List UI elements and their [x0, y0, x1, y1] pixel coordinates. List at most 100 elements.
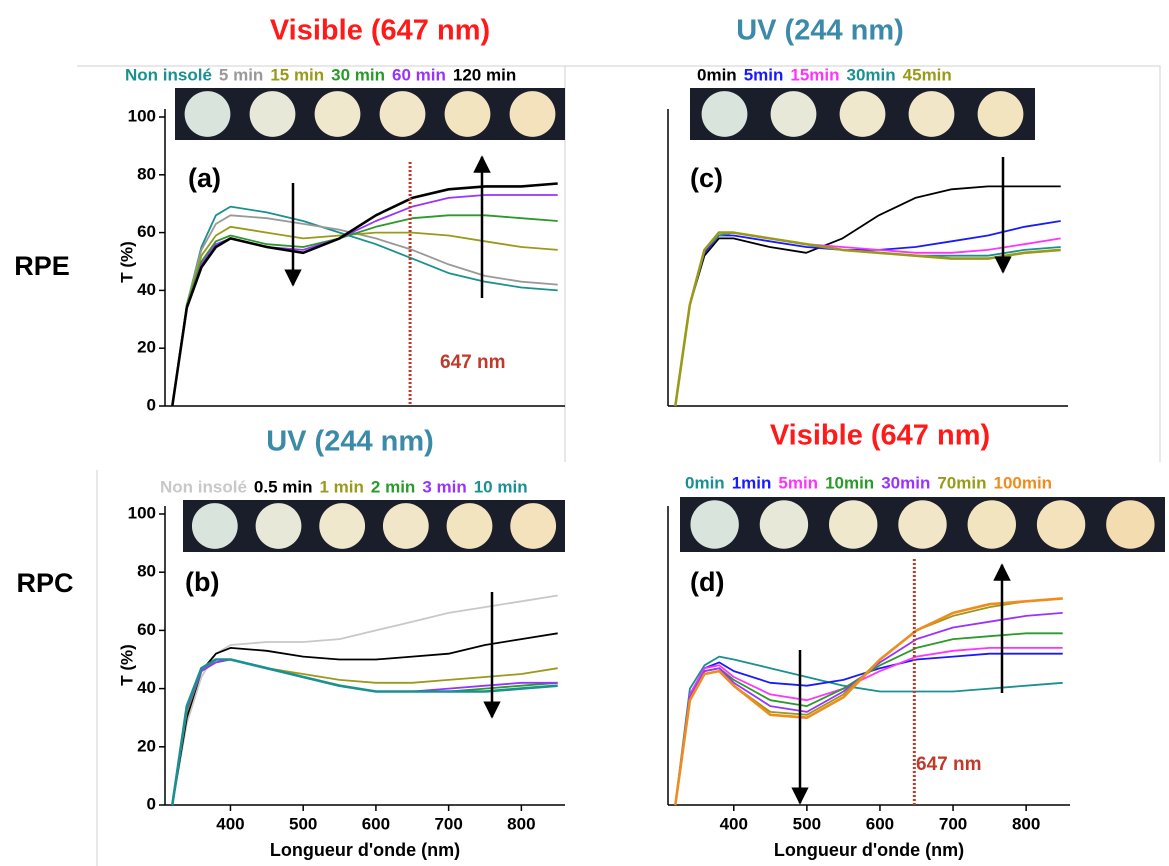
sample-well — [1036, 500, 1086, 549]
sample-well — [191, 503, 238, 549]
legend-label: 1min — [732, 473, 772, 492]
legend-label: 10min — [825, 473, 874, 492]
x-tick-label: 500 — [793, 814, 821, 833]
sample-well — [249, 91, 296, 137]
series-line — [674, 612, 1063, 806]
y-tick-label: 0 — [147, 794, 156, 813]
legend-label: 30 min — [331, 65, 385, 84]
y-tick-label: 40 — [137, 678, 156, 697]
panel-label: (d) — [690, 567, 724, 597]
chart-title: Visible (647 nm) — [270, 15, 490, 47]
sample-well — [509, 91, 556, 137]
sample-well — [759, 500, 809, 549]
sample-well — [977, 91, 1024, 137]
legend-label: 0.5 min — [254, 477, 313, 496]
x-tick-label: 700 — [434, 814, 462, 833]
legend-label: 30min — [881, 473, 930, 492]
y-tick-label: 60 — [137, 620, 156, 639]
legend-label: Non insolé — [160, 477, 247, 496]
y-tick-label: 20 — [137, 338, 156, 357]
sample-well — [770, 91, 817, 137]
y-tick-label: 20 — [137, 736, 156, 755]
marker-label: 647 nm — [440, 352, 505, 373]
x-tick-label: 600 — [866, 814, 894, 833]
x-tick-label: 800 — [1012, 814, 1040, 833]
sample-well — [690, 500, 739, 549]
series-line — [171, 182, 558, 407]
x-tick-label: 800 — [507, 814, 535, 833]
legend-label: 5min — [744, 65, 784, 84]
sample-well — [184, 91, 231, 137]
x-tick-label: 400 — [720, 814, 748, 833]
sample-well — [510, 503, 557, 549]
legend-label: 1 min — [320, 477, 364, 496]
legend-label: 0min — [685, 473, 725, 492]
sample-well — [908, 91, 955, 137]
panel-label: (c) — [690, 163, 723, 193]
marker-label: 647 nm — [916, 754, 981, 775]
sample-well — [446, 503, 493, 549]
series-line — [171, 214, 558, 407]
image-strip — [175, 88, 565, 140]
chart-title: Visible (647 nm) — [770, 420, 990, 452]
legend-label: 2 min — [371, 477, 415, 496]
x-tick-label: 700 — [939, 814, 967, 833]
series-line — [674, 597, 1063, 806]
chart-title: UV (244 nm) — [266, 426, 434, 458]
legend-label: 120 min — [453, 65, 516, 84]
legend-label: 10 min — [474, 477, 528, 496]
image-strip — [183, 500, 565, 552]
y-axis-label: T (%) — [117, 644, 136, 686]
y-tick-label: 80 — [137, 562, 156, 581]
y-tick-label: 40 — [137, 280, 156, 299]
series-line — [674, 655, 1063, 806]
series-line — [171, 225, 558, 407]
series-line — [674, 647, 1063, 806]
legend-label: 5 min — [219, 65, 263, 84]
chart-title: UV (244 nm) — [736, 15, 904, 47]
sample-well — [829, 500, 878, 549]
series-line — [674, 231, 1061, 407]
y-tick-label: 0 — [147, 395, 156, 414]
series-line — [674, 220, 1061, 407]
legend-label: 5min — [778, 473, 818, 492]
legend-label: 15 min — [270, 65, 324, 84]
legend-label: 45min — [903, 65, 952, 84]
sample-well — [701, 91, 748, 137]
legend-label: 3 min — [422, 477, 466, 496]
x-tick-label: 600 — [362, 814, 390, 833]
row-label: RPE — [14, 251, 70, 281]
sample-well — [314, 91, 361, 137]
y-tick-label: 100 — [128, 106, 156, 125]
panel-label: (a) — [188, 163, 221, 193]
legend-label: 30min — [847, 65, 896, 84]
y-tick-label: 80 — [137, 164, 156, 183]
sample-well — [382, 503, 429, 549]
x-axis-label: Longueur d'onde (nm) — [774, 840, 964, 860]
y-tick-label: 60 — [137, 222, 156, 241]
series-line — [171, 194, 558, 407]
legend-label: 60 min — [392, 65, 446, 84]
legend-label: Non insolé — [125, 65, 212, 84]
x-tick-label: 400 — [216, 814, 244, 833]
x-tick-label: 500 — [289, 814, 317, 833]
sample-well — [319, 503, 366, 549]
sample-well — [898, 500, 947, 549]
legend-label: 70min — [937, 473, 986, 492]
panel-label: (b) — [185, 567, 219, 597]
sample-well — [1106, 500, 1155, 549]
series-line — [171, 594, 558, 806]
sample-well — [967, 500, 1016, 549]
legend-label: 0min — [697, 65, 737, 84]
y-tick-label: 100 — [128, 503, 156, 522]
legend-label: 100min — [993, 473, 1052, 492]
sample-well — [379, 91, 426, 137]
sample-well — [839, 91, 886, 137]
legend-label: 15min — [790, 65, 839, 84]
x-axis-label: Longueur d'onde (nm) — [270, 840, 460, 860]
sample-well — [444, 91, 491, 137]
y-axis-label: T (%) — [117, 241, 136, 283]
series-line — [171, 658, 558, 806]
